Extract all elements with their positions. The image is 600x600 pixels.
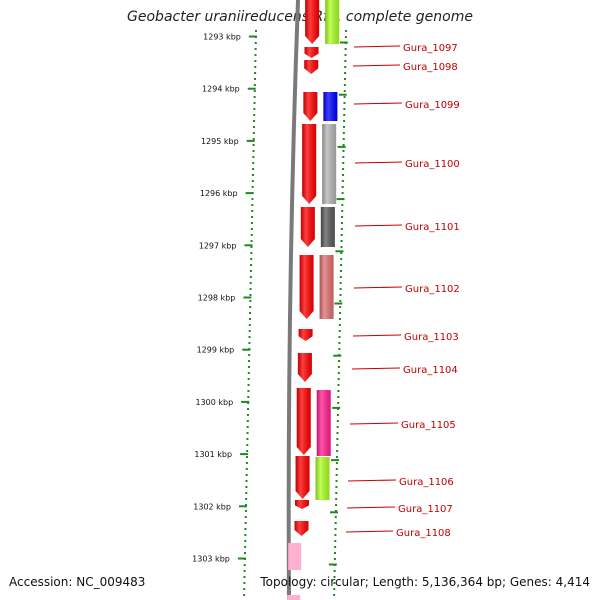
label-leader-line <box>345 530 394 533</box>
gene-block-shading <box>320 207 335 247</box>
gene-block-shading <box>315 457 330 500</box>
cds-arrow-shading <box>305 0 320 44</box>
label-leader-line <box>354 161 403 164</box>
cds-arrow-shading <box>298 329 313 341</box>
gene-label: Gura_1097 <box>403 43 458 54</box>
genome-backbone <box>286 0 300 600</box>
cds-arrow-shading <box>296 388 311 455</box>
gene-label: Gura_1098 <box>403 62 458 73</box>
gene-label: Gura_1103 <box>404 332 459 343</box>
backbone-line <box>286 0 300 600</box>
feature-block <box>288 543 302 570</box>
cds-arrow-shading <box>299 255 314 319</box>
accession-label: Accession: NC_009483 <box>9 575 146 589</box>
gene-track <box>315 0 340 500</box>
gene-label: Gura_1100 <box>405 159 460 170</box>
ruler-tick-label: 1296 kbp <box>200 189 238 198</box>
feature-block <box>287 595 301 600</box>
label-leader-line <box>354 224 403 227</box>
gene-block-shading <box>323 92 338 121</box>
gene-block-shading <box>325 0 340 44</box>
cds-arrow-shading <box>304 60 319 74</box>
gene-label: Gura_1101 <box>405 222 460 233</box>
gene-labels: Gura_1097 Gura_1098 Gura_1099 Gura_1100 Gura… <box>396 43 460 539</box>
ruler-tick-label: 1293 kbp <box>203 33 241 42</box>
cds-arrow-shading <box>303 92 318 121</box>
gene-block-shading <box>319 255 334 319</box>
cds-arrow-shading <box>302 124 317 204</box>
ruler-tick-label: 1303 kbp <box>192 555 230 564</box>
ruler-tick-label: 1302 kbp <box>193 502 231 511</box>
ruler-ticks: 1293 kbp 1294 kbp 1295 kbp 1296 kbp 1297 kbp… <box>192 33 348 566</box>
ruler-tick-label: 1294 kbp <box>202 85 240 94</box>
label-leader-line <box>349 422 399 425</box>
gene-label: Gura_1104 <box>403 365 458 376</box>
cds-arrow-shading <box>295 456 310 499</box>
gene-label: Gura_1106 <box>399 477 454 488</box>
cds-arrow-shading <box>304 47 319 58</box>
label-leader-line <box>351 367 401 370</box>
label-leader-line <box>352 334 402 337</box>
topology-label: Topology: circular; Length: 5,136,364 bp… <box>260 575 590 589</box>
label-leader-line <box>353 102 403 105</box>
label-leader-line <box>352 64 401 67</box>
label-leader-line <box>346 506 396 509</box>
cds-track <box>287 0 320 600</box>
gene-block-shading <box>322 124 337 204</box>
label-leader-line <box>353 286 403 289</box>
gene-label: Gura_1105 <box>401 420 456 431</box>
ruler-tick-label: 1295 kbp <box>201 137 239 146</box>
ruler-tick-label: 1298 kbp <box>198 294 236 303</box>
gene-block-shading <box>316 390 331 456</box>
gene-label: Gura_1099 <box>405 100 460 111</box>
gene-label-leaders <box>345 45 403 533</box>
gene-label: Gura_1108 <box>396 528 451 539</box>
ruler-tick-label: 1300 kbp <box>195 398 233 407</box>
gene-label: Gura_1102 <box>405 284 460 295</box>
cds-arrow-shading <box>297 353 312 382</box>
label-leader-line <box>347 479 397 482</box>
ruler-dotted-track <box>243 30 347 596</box>
cds-arrow-shading <box>295 500 310 509</box>
cds-arrow-shading <box>300 207 315 247</box>
label-leader-line <box>353 45 401 48</box>
ruler-tick-label: 1297 kbp <box>199 241 237 250</box>
ruler-tick-label: 1299 kbp <box>197 346 235 355</box>
cds-arrow-shading <box>294 521 309 536</box>
gene-label: Gura_1107 <box>398 504 453 515</box>
ruler-tick-label: 1301 kbp <box>194 450 232 459</box>
genome-title: Geobacter uraniireducens Rf4, complete g… <box>127 9 473 25</box>
